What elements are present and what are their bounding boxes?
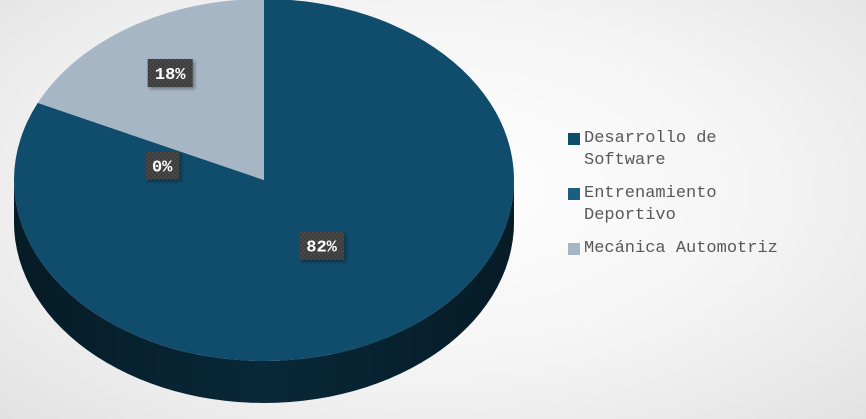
legend: Desarrollo de Software Entrenamiento Dep… [560,128,860,271]
legend-item: Entrenamiento Deportivo [560,183,860,227]
data-label-text: 0% [152,159,173,178]
legend-label: Desarrollo de Software [584,129,717,170]
pie-slice [37,0,264,180]
legend-swatch [568,188,580,200]
legend-item: Mecánica Automotriz [560,238,860,260]
data-label: 82% [299,231,345,260]
data-label: 18% [147,59,193,87]
legend-swatch [568,133,580,145]
pie-side-shade [14,180,514,403]
legend-item: Desarrollo de Software [560,128,860,172]
pie-data-labels: 82% 0% 18% [145,59,345,260]
data-label-box [299,231,345,260]
pie-slice [14,0,514,361]
data-label-text: 18% [155,66,186,85]
data-label-box [145,151,180,180]
legend-swatch [568,243,580,255]
data-label: 0% [145,151,180,180]
legend-label: Entrenamiento Deportivo [584,184,717,225]
data-label-box [147,59,193,87]
pie-sides [14,180,514,403]
legend-label: Mecánica Automotriz [584,239,778,258]
pie-slices [14,0,514,361]
data-label-text: 82% [306,239,337,258]
